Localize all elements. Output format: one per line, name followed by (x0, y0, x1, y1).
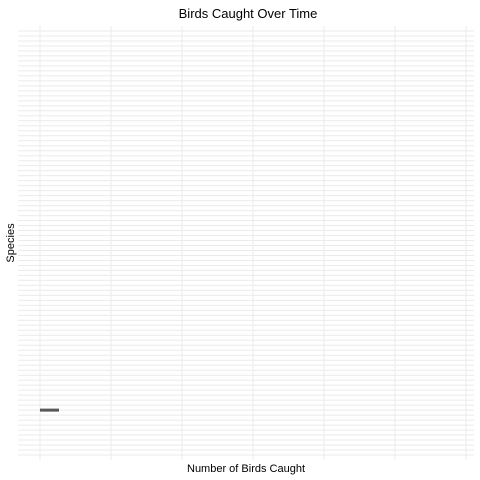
y-axis-title: Species (5, 223, 17, 263)
panel-background (18, 26, 474, 460)
bar (40, 408, 59, 412)
bars (40, 408, 59, 412)
x-axis-title: Number of Birds Caught (187, 463, 305, 475)
plot-panel (18, 26, 474, 460)
vertical-gridlines (39, 26, 467, 460)
chart-title: Birds Caught Over Time (179, 6, 318, 21)
horizontal-gridlines (18, 30, 474, 456)
